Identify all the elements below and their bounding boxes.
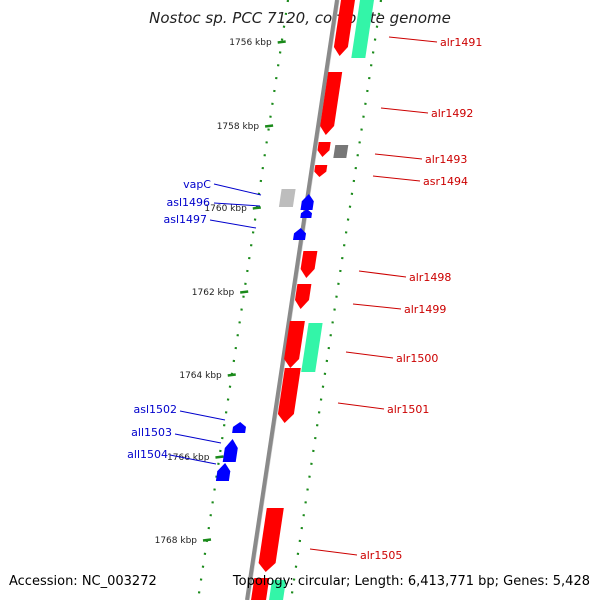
gene-asl1497	[293, 228, 306, 240]
leader-line	[388, 36, 438, 43]
tick-label: 1760 kbp	[204, 204, 247, 214]
gene-asl1496	[300, 209, 312, 218]
tick-mark	[215, 455, 224, 459]
gene-all1503-body	[222, 439, 238, 462]
tick-label: 1762 kbp	[192, 288, 235, 298]
gene-label-vapC: vapC	[183, 178, 211, 191]
gene-alr1498-body	[300, 251, 318, 278]
leader-line	[358, 270, 407, 278]
rna-feature-bottom-body	[269, 580, 286, 600]
leader-line	[309, 548, 358, 556]
gene-asl1496-body	[300, 209, 312, 218]
gene-label-alr1499: alr1499	[404, 303, 446, 316]
gene-features	[215, 0, 374, 600]
gene-asl1502	[232, 422, 246, 433]
gene-label-alr1500: alr1500	[396, 352, 438, 365]
gene-all1504	[215, 463, 231, 481]
gene-alr1499-body	[295, 284, 312, 309]
gene-label-alr1493: alr1493	[425, 153, 467, 166]
leader-line	[209, 219, 257, 229]
gene-alr1501-body	[277, 368, 301, 423]
tick-label: 1764 kbp	[179, 371, 222, 381]
leader-line	[345, 351, 394, 359]
gene-alr1493	[317, 142, 331, 157]
rna-feature-middle	[301, 323, 323, 372]
dotted-guides	[196, 0, 383, 600]
rna-feature-middle-body	[301, 323, 323, 372]
gene-label-asl1496: asl1496	[166, 196, 210, 209]
gene-alr1499	[295, 284, 312, 309]
tick-label: 1756 kbp	[229, 38, 272, 48]
leader-line	[174, 433, 222, 444]
gene-labels: alr1491 alr1492 alr1493 asr1494 alr1498 alr14…	[127, 36, 482, 562]
pseudo-feature-right-body	[333, 145, 349, 158]
gene-alr1505	[258, 508, 284, 572]
gene-label-alr1498: alr1498	[409, 271, 451, 284]
label-leaders	[169, 36, 438, 556]
map-title: Nostoc sp. PCC 7120, complete genome	[149, 9, 451, 27]
gene-alr1491-body	[333, 0, 355, 56]
leader-line	[352, 303, 402, 310]
gene-label-asl1497: asl1497	[163, 213, 207, 226]
gene-all1504-body	[215, 463, 231, 481]
tick-mark	[202, 538, 212, 542]
tick-mark	[227, 373, 236, 377]
gene-label-all1504: all1504	[127, 448, 168, 461]
rna-feature-top-body	[351, 0, 374, 58]
pseudo-feature-vapc-body	[278, 189, 296, 207]
leader-line	[337, 402, 385, 410]
tick-label: 1768 kbp	[155, 536, 198, 546]
gene-alr1492	[320, 72, 343, 135]
leader-line	[374, 153, 423, 160]
gene-bottom-partial	[251, 578, 270, 600]
gene-alr1505-body	[258, 508, 284, 572]
leader-line	[372, 175, 421, 182]
gene-alr1500-body	[284, 321, 305, 368]
tick-mark	[252, 206, 261, 210]
rna-feature-top	[351, 0, 374, 58]
scale-ticks: 1756 kbp 1758 kbp 1760 kbp 1762 kbp 1764 kbp…	[155, 38, 286, 546]
gene-label-alr1505: alr1505	[360, 549, 402, 562]
gene-label-alr1501: alr1501	[387, 403, 429, 416]
tick-mark	[240, 290, 249, 294]
leader-line	[380, 107, 429, 114]
gene-all1503	[222, 439, 238, 462]
leader-line	[169, 454, 217, 465]
gene-alr1498	[300, 251, 318, 278]
gene-alr1491	[333, 0, 355, 56]
gene-label-alr1492: alr1492	[431, 107, 473, 120]
leader-line	[213, 202, 261, 207]
gene-label-all1503: all1503	[131, 426, 172, 439]
gene-alr1493-body	[317, 142, 331, 157]
leader-line	[213, 183, 262, 196]
gene-asl1502-body	[232, 422, 246, 433]
tick-mark	[264, 124, 274, 128]
pseudo-feature-vapc	[278, 189, 296, 207]
gene-alr1500	[284, 321, 305, 368]
tick-mark	[277, 40, 286, 44]
rna-feature-bottom	[269, 580, 286, 600]
pseudo-feature-right	[333, 145, 349, 158]
tick-label: 1766 kbp	[167, 453, 210, 463]
gene-vapc	[300, 194, 314, 210]
leader-line	[179, 410, 226, 421]
gene-bottom-partial-body	[251, 578, 270, 600]
backbone-line	[245, 0, 339, 600]
gene-vapc-body	[300, 194, 314, 210]
gene-asr1494-body	[314, 165, 328, 177]
gene-alr1492-body	[320, 72, 343, 135]
gene-label-asr1494: asr1494	[423, 175, 468, 188]
gene-asr1494	[314, 165, 328, 177]
gene-alr1501	[277, 368, 301, 423]
genome-backbone	[245, 0, 340, 600]
gene-asl1497-body	[293, 228, 306, 240]
gene-label-alr1491: alr1491	[440, 36, 482, 49]
tick-label: 1758 kbp	[217, 122, 260, 132]
accession-text: Accession: NC_003272	[9, 574, 157, 589]
topology-text: Topology: circular; Length: 6,413,771 bp…	[232, 574, 590, 589]
gene-label-asl1502: asl1502	[133, 403, 177, 416]
